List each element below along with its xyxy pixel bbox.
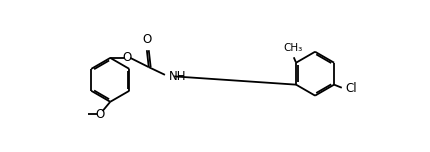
Text: O: O <box>123 51 132 64</box>
Text: CH₃: CH₃ <box>283 43 303 54</box>
Text: O: O <box>142 33 151 46</box>
Text: O: O <box>95 108 105 121</box>
Text: NH: NH <box>169 70 186 83</box>
Text: Cl: Cl <box>346 82 357 95</box>
